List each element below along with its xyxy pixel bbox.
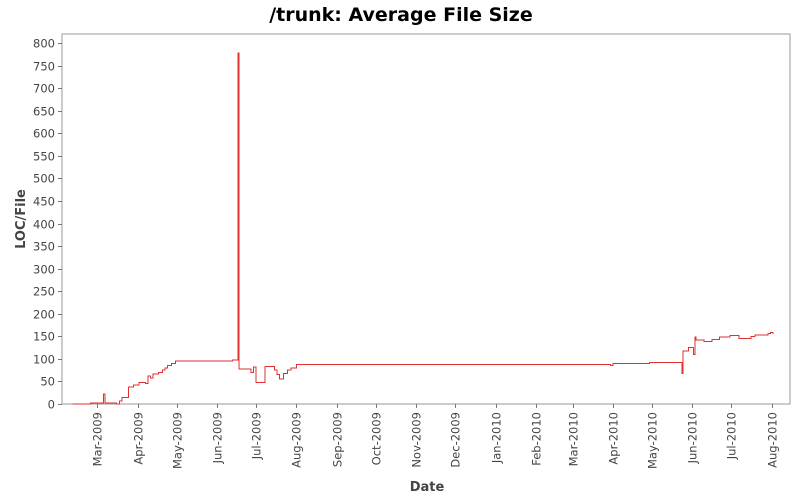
x-tick-label: Jun-2010 xyxy=(686,412,700,464)
y-tick-label: 600 xyxy=(33,127,55,141)
x-tick-label: Jan-2010 xyxy=(490,412,504,464)
y-tick-label: 400 xyxy=(33,218,55,232)
x-tick-label: May-2009 xyxy=(171,412,185,469)
x-tick-label: Jun-2009 xyxy=(211,412,225,464)
y-tick-label: 250 xyxy=(33,285,55,299)
x-tick-label: Nov-2009 xyxy=(410,412,424,468)
y-tick-label: 500 xyxy=(33,172,55,186)
x-axis: Mar-2009 Apr-2009 May-2009 Jun-2009 Jul-2009… xyxy=(91,404,780,469)
y-tick-label: 150 xyxy=(33,330,55,344)
y-tick-label: 300 xyxy=(33,263,55,277)
x-tick-label: Aug-2010 xyxy=(766,412,780,468)
y-tick-label: 100 xyxy=(33,353,55,367)
x-tick-label: Oct-2009 xyxy=(370,412,384,465)
chart-title: /trunk: Average File Size xyxy=(269,4,533,26)
y-tick-label: 800 xyxy=(33,37,55,51)
plot-area xyxy=(61,33,791,405)
y-tick-label: 750 xyxy=(33,60,55,74)
x-tick-label: Apr-2010 xyxy=(607,412,621,465)
y-tick-label: 650 xyxy=(33,105,55,119)
x-tick-label: Apr-2009 xyxy=(132,412,146,465)
x-tick-label: Aug-2009 xyxy=(290,412,304,468)
x-tick-label: May-2010 xyxy=(646,412,660,469)
y-tick-label: 350 xyxy=(33,240,55,254)
y-tick-label: 550 xyxy=(33,150,55,164)
x-tick-label: Mar-2009 xyxy=(91,412,105,466)
y-axis-label: LOC/File xyxy=(14,189,29,249)
y-tick-label: 200 xyxy=(33,308,55,322)
x-tick-label: Jul-2010 xyxy=(725,412,739,460)
y-tick-label: 50 xyxy=(40,375,55,389)
x-tick-label: Jul-2009 xyxy=(250,412,264,460)
x-tick-label: Mar-2010 xyxy=(567,412,581,466)
y-axis: 0 50 100 150 200 250 300 350 400 450 500 550 600 650 7… xyxy=(33,37,62,412)
y-tick-label: 700 xyxy=(33,82,55,96)
x-tick-label: Sep-2009 xyxy=(331,412,345,467)
x-axis-label: Date xyxy=(410,480,445,495)
y-tick-label: 0 xyxy=(48,398,55,412)
x-tick-label: Feb-2010 xyxy=(530,412,544,466)
y-tick-label: 450 xyxy=(33,195,55,209)
x-tick-label: Dec-2009 xyxy=(449,412,463,468)
series-line xyxy=(72,52,774,405)
